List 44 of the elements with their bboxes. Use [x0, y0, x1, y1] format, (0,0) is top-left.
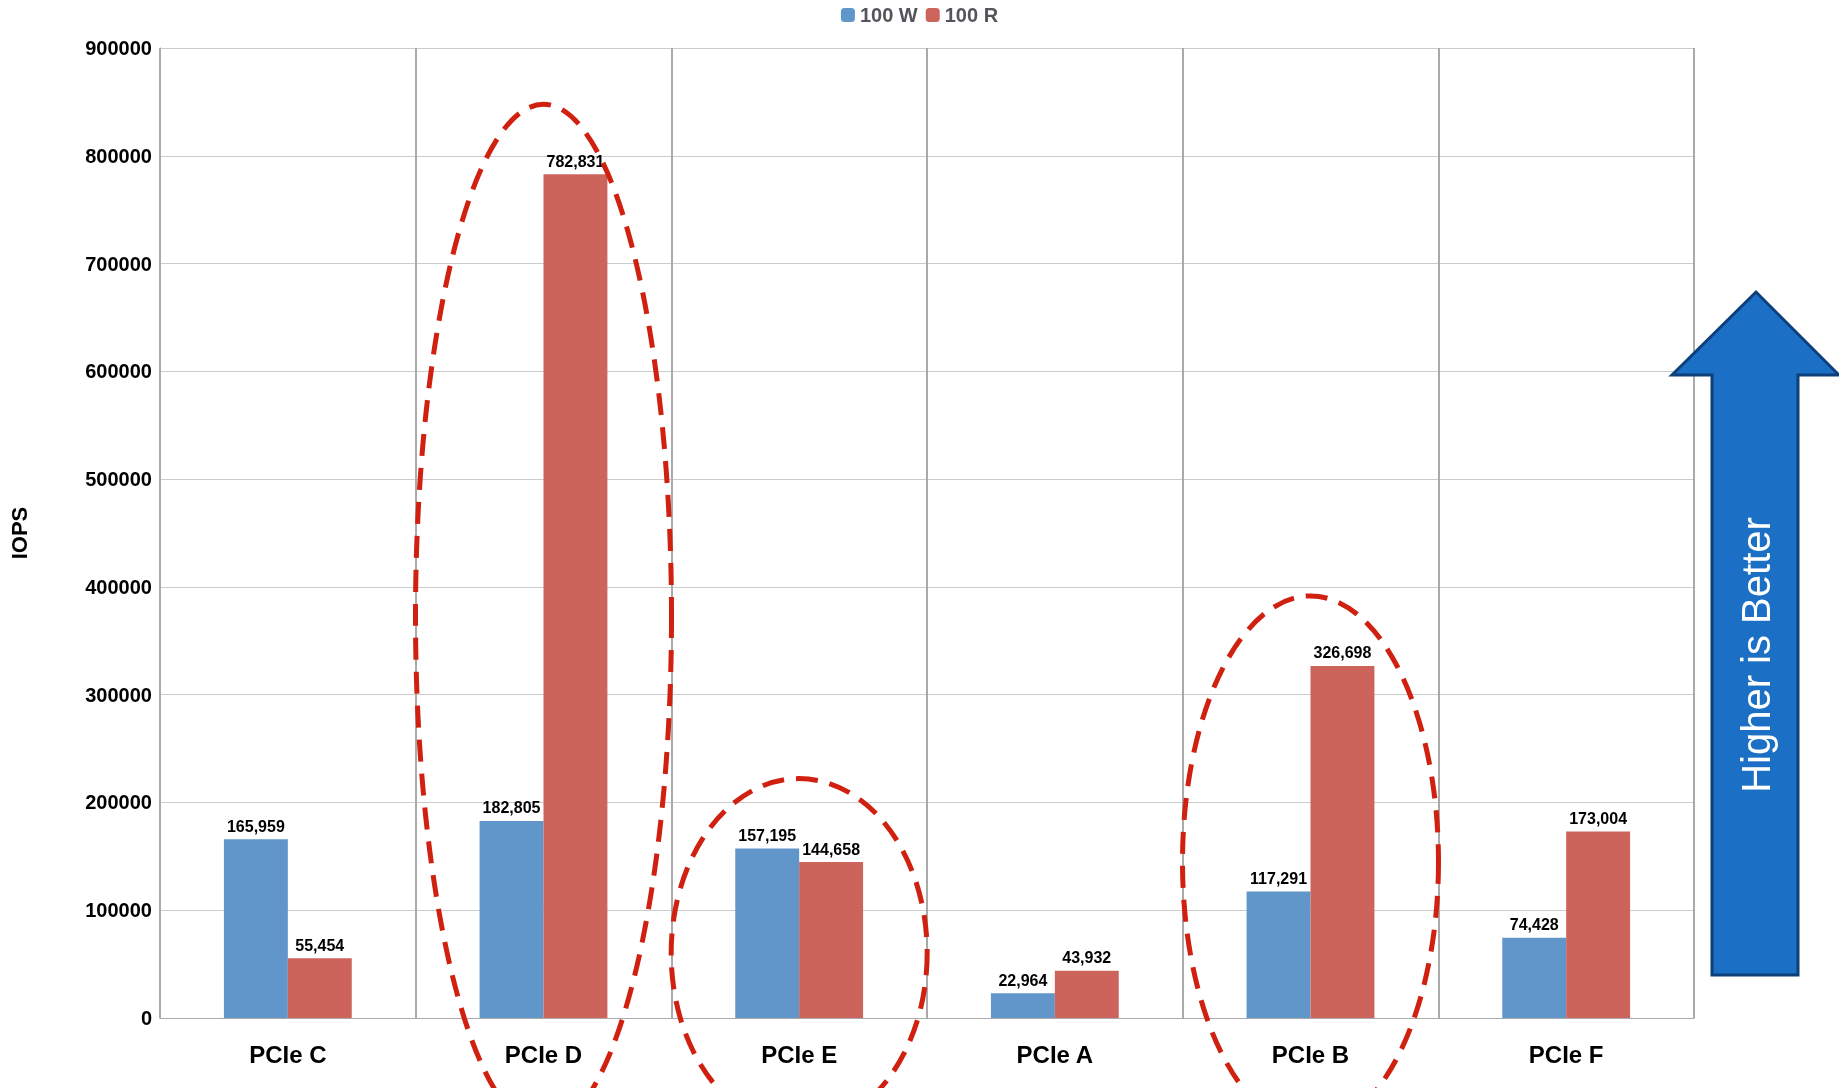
- bar: [543, 174, 608, 1018]
- bar: [799, 862, 864, 1018]
- y-tick-label: 800000: [85, 144, 152, 167]
- y-tick-label: 200000: [85, 791, 152, 814]
- text: 165,959: [226, 817, 285, 835]
- bar: [990, 993, 1055, 1018]
- bar: [1502, 937, 1567, 1018]
- y-tick-label: 0: [140, 1007, 152, 1029]
- y-tick-label: 700000: [85, 252, 152, 275]
- text: 144,658: [802, 840, 861, 858]
- y-tick-label: 300000: [85, 683, 152, 706]
- y-tick-label: 600000: [85, 360, 152, 383]
- text: 173,004: [1569, 810, 1628, 828]
- y-axis-title: IOPS: [6, 506, 32, 560]
- bar: [1310, 665, 1375, 1018]
- y-tick-label: 400000: [85, 575, 152, 598]
- bar: [735, 848, 800, 1018]
- text: 74,428: [1509, 916, 1559, 934]
- bar: [287, 958, 352, 1018]
- text: 326,698: [1313, 644, 1372, 662]
- legend-label: 100 W: [859, 4, 918, 26]
- y-tick-label: 900000: [85, 37, 152, 59]
- y-tick-label: 100000: [85, 899, 152, 922]
- y-tick-label: 500000: [85, 468, 152, 491]
- bar: [1054, 970, 1119, 1018]
- x-tick-label: PCIe B: [1271, 1040, 1350, 1068]
- text: Higher is Better: [1734, 517, 1778, 793]
- text: 55,454: [295, 936, 345, 954]
- text: 157,195: [738, 827, 797, 845]
- x-tick-label: PCIe A: [1016, 1040, 1094, 1068]
- text: 782,831: [546, 152, 605, 170]
- x-tick-label: PCIe D: [504, 1040, 583, 1068]
- bar: [1566, 831, 1631, 1018]
- legend-label: 100 R: [944, 4, 999, 26]
- x-tick-label: PCIe C: [249, 1040, 327, 1068]
- text: 182,805: [482, 799, 541, 817]
- bar: [223, 839, 288, 1018]
- x-tick-label: PCIe F: [1528, 1040, 1604, 1068]
- text: 117,291: [1250, 870, 1308, 888]
- x-tick-label: PCIe E: [761, 1040, 838, 1068]
- bar: [479, 820, 544, 1018]
- text: 43,932: [1062, 949, 1112, 967]
- text: 22,964: [998, 971, 1048, 989]
- bar: [1246, 891, 1311, 1018]
